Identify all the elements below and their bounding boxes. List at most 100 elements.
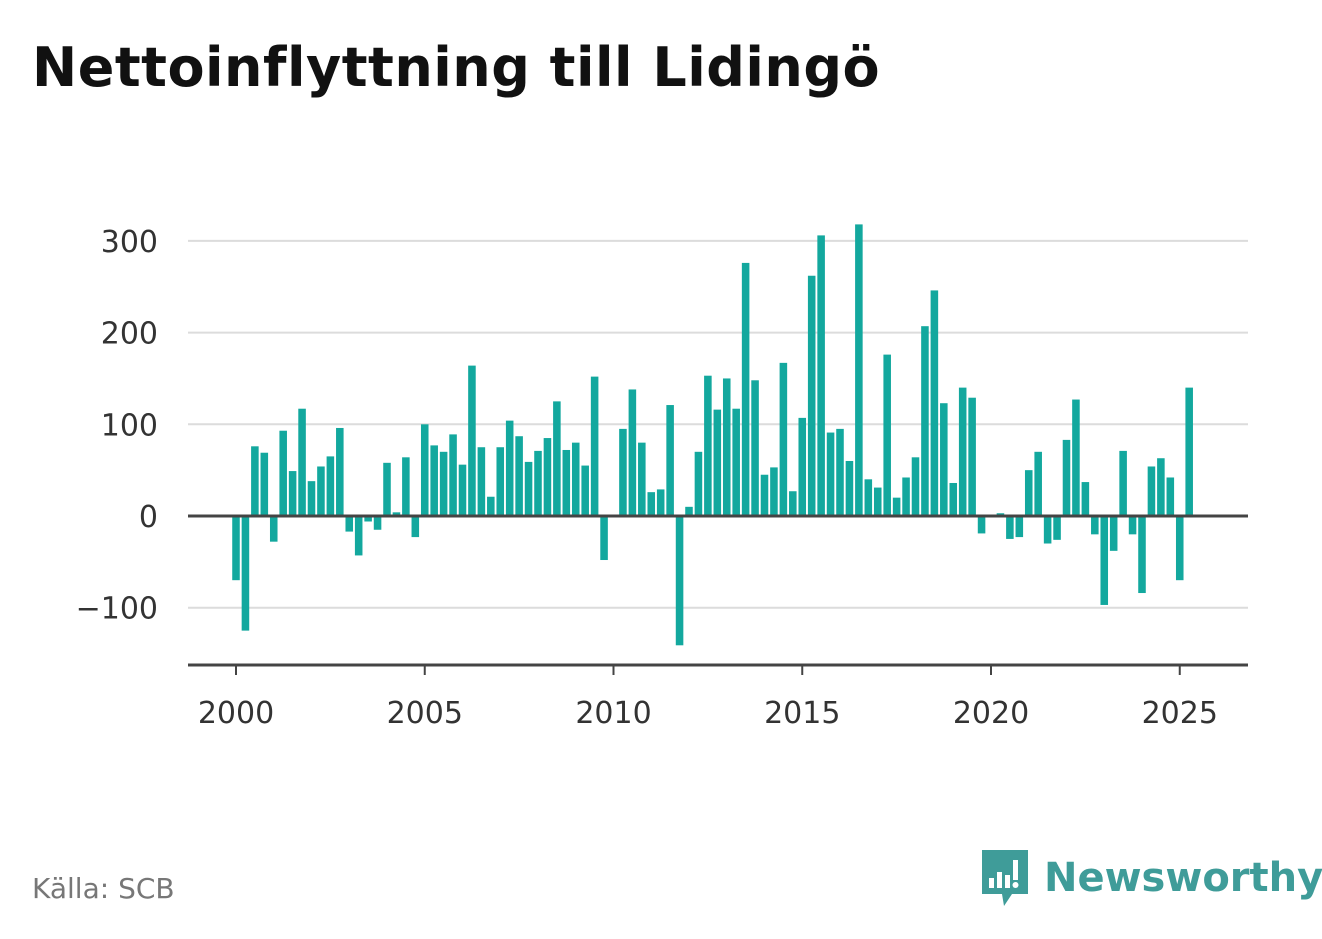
bar (402, 457, 410, 516)
bar (1147, 466, 1156, 516)
bar (251, 446, 259, 516)
bar (921, 326, 929, 516)
bar (364, 516, 372, 522)
bar (807, 275, 816, 516)
bar (1175, 516, 1184, 581)
bar (949, 482, 958, 516)
bar (269, 516, 278, 542)
bar (845, 460, 854, 516)
bar (902, 477, 910, 516)
bar (770, 467, 778, 516)
bar (354, 516, 363, 556)
bar (345, 516, 354, 532)
bar (383, 462, 391, 516)
bar (581, 465, 589, 516)
bar (590, 376, 599, 516)
bar (524, 461, 533, 516)
x-tick-label: 2010 (575, 696, 651, 731)
bar (496, 447, 505, 516)
bar (883, 354, 891, 516)
bar (543, 438, 552, 516)
bar (232, 516, 240, 581)
bar (392, 512, 401, 516)
bar (713, 409, 722, 516)
bar (562, 449, 571, 516)
bar-chart-bubble-icon (982, 850, 1028, 906)
bar (656, 489, 665, 516)
chart-title: Nettoinflyttning till Lidingö (32, 36, 881, 99)
bar (694, 451, 703, 516)
y-tick-label: 200 (101, 317, 158, 352)
bar (873, 487, 882, 516)
bar (751, 380, 759, 516)
bar (722, 378, 731, 516)
bar (647, 492, 656, 516)
bar (1166, 477, 1175, 516)
bar (505, 420, 514, 516)
bar (836, 428, 844, 516)
bar (826, 432, 835, 516)
brand-name: Newsworthy (1044, 855, 1322, 901)
x-tick-label: 2005 (387, 696, 463, 731)
y-axis-labels: 300 200 100 0 −100 (76, 225, 158, 627)
bar (1062, 439, 1071, 516)
bar (855, 224, 863, 517)
bar (760, 474, 769, 516)
bar (741, 262, 750, 516)
x-axis-ticks: 2000 2005 2010 2015 2020 2025 (198, 665, 1218, 731)
bar (940, 403, 948, 516)
bar (411, 516, 420, 538)
bar (420, 424, 429, 516)
bar (288, 471, 297, 516)
x-tick-label: 2025 (1142, 696, 1218, 731)
bar (439, 451, 448, 516)
y-tick-label: 300 (101, 225, 158, 260)
bars (232, 224, 1193, 646)
bar (864, 479, 873, 516)
bar (619, 428, 627, 516)
bar (1053, 516, 1061, 540)
x-tick-label: 2000 (198, 696, 274, 731)
bar (1034, 451, 1042, 516)
bar (977, 516, 986, 534)
bar (704, 375, 712, 516)
brand-logo: Newsworthy (980, 848, 1322, 908)
bar (298, 408, 306, 516)
bar (336, 427, 344, 516)
bar (892, 497, 901, 516)
bar (789, 491, 797, 516)
bar (1138, 516, 1146, 594)
bar (373, 516, 382, 530)
bar (779, 362, 788, 516)
x-tick-label: 2015 (764, 696, 840, 731)
bar (553, 401, 561, 516)
bar (241, 516, 250, 631)
bar (534, 450, 542, 516)
bar (930, 290, 939, 516)
bar (817, 235, 825, 516)
y-tick-label: −100 (76, 592, 158, 627)
bar (260, 452, 269, 516)
bar (1043, 516, 1052, 544)
bar (911, 457, 920, 516)
bar (638, 442, 646, 516)
source-label: Källa: SCB (32, 872, 175, 905)
bar (1015, 516, 1024, 538)
bar (515, 436, 523, 516)
bar (1157, 458, 1165, 516)
bar (317, 466, 325, 516)
bar (458, 464, 467, 516)
bar (958, 387, 967, 516)
bar (798, 417, 807, 516)
bar (449, 434, 457, 516)
bar (968, 397, 976, 516)
bar (600, 516, 608, 561)
bar (1091, 516, 1099, 535)
bar (571, 442, 580, 516)
bar (326, 456, 335, 516)
bar (307, 481, 316, 516)
bar (732, 408, 740, 516)
bar (628, 389, 637, 516)
bar (487, 496, 495, 516)
